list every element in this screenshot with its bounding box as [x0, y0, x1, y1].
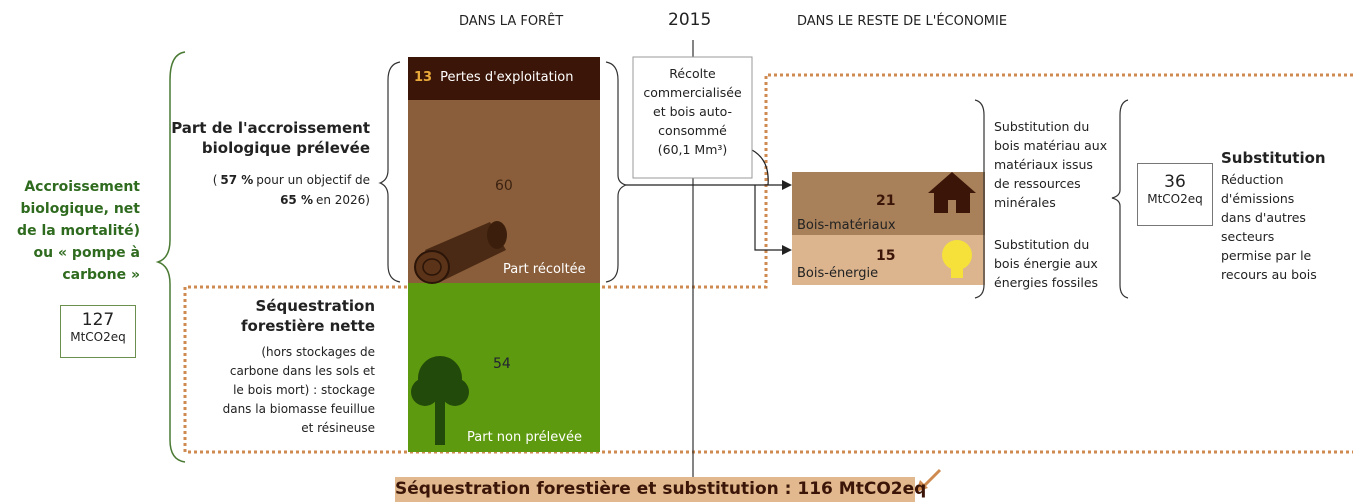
text-line: ou « pompe à [17, 242, 140, 264]
text-line: carbone » [17, 264, 140, 286]
text-line: et bois auto- [633, 102, 752, 121]
energy-label: Bois-énergie [797, 266, 878, 281]
losses-label: 13 Pertes d'exploitation [414, 70, 574, 85]
text-line: Séquestration [241, 296, 375, 316]
text-line: biologique, net [17, 198, 140, 220]
text-part: 65 % [280, 193, 313, 207]
arrowhead [782, 180, 792, 255]
text-line: le bois mort) : stockage [223, 381, 375, 400]
text-line: biologique prélevée [171, 138, 370, 158]
unharvested-value: 54 [493, 356, 511, 372]
text-line: carbone dans les sols et [223, 362, 375, 381]
text-part: pour un objectif de [256, 173, 370, 187]
substitution-box: 36 MtCO2eq [1137, 163, 1213, 226]
header-economy: DANS LE RESTE DE L'ÉCONOMIE [797, 14, 1007, 29]
text-line: Substitution du [994, 117, 1107, 136]
text-line: matériaux issus [994, 155, 1107, 174]
text-line: et résineuse [223, 419, 375, 438]
text-line: 65 %en 2026) [210, 190, 370, 210]
brace [158, 52, 185, 462]
value: 13 [414, 70, 432, 85]
connector [626, 185, 782, 250]
brace [1112, 100, 1128, 298]
text-line: énergies fossiles [994, 273, 1098, 292]
unit: MtCO2eq [61, 330, 135, 344]
harvested-value: 60 [495, 178, 513, 194]
text-line: Part de l'accroissement [171, 118, 370, 138]
value: 36 [1138, 172, 1212, 192]
text-line: bois énergie aux [994, 254, 1098, 273]
text-line: minérales [994, 193, 1107, 212]
total: Séquestration forestière et substitution… [395, 479, 915, 499]
text-part: 57 % [220, 173, 253, 187]
text-line: Récolte [633, 64, 752, 83]
text-part: ( [213, 173, 218, 187]
text-line: recours au bois [1221, 265, 1317, 284]
text-line: de ressources [994, 174, 1107, 193]
text-line: bois matériau aux [994, 136, 1107, 155]
unit: MtCO2eq [1138, 192, 1212, 206]
text-line: secteurs [1221, 227, 1317, 246]
unharvested-label: Part non prélevée [467, 430, 582, 445]
header-year: 2015 [668, 10, 711, 30]
substitution-title: Substitution [1221, 149, 1326, 167]
header-forest: DANS LA FORÊT [459, 14, 563, 29]
brace [380, 62, 400, 282]
text-line: Accroissement [17, 176, 140, 198]
text-line: dans d'autres [1221, 208, 1317, 227]
text-line: (60,1 Mm³) [633, 140, 752, 159]
text-line: d'émissions [1221, 189, 1317, 208]
text-line: forestière nette [241, 316, 375, 336]
text-line: (57 %pour un objectif de [210, 170, 370, 190]
text-line: Réduction [1221, 170, 1317, 189]
text-line: consommé [633, 121, 752, 140]
materials-label: Bois-matériaux [797, 218, 896, 233]
text-line: (hors stockages de [223, 343, 375, 362]
text-line: permise par le [1221, 246, 1317, 265]
materials-value: 21 [876, 193, 895, 209]
carbon-pump-box: 127 MtCO2eq [60, 305, 136, 358]
harvested-label: Part récoltée [503, 262, 586, 277]
text-line: commercialisée [633, 83, 752, 102]
diagram: DANS LA FORÊT 2015 DANS LE RESTE DE L'ÉC… [0, 0, 1353, 502]
energy-value: 15 [876, 248, 895, 264]
text-line: dans la biomasse feuillue [223, 400, 375, 419]
label: Pertes d'exploitation [440, 70, 573, 85]
text-line: Substitution du [994, 235, 1098, 254]
value: 127 [61, 310, 135, 330]
brace [606, 62, 626, 282]
text-line: de la mortalité) [17, 220, 140, 242]
text-part: en 2026) [316, 193, 370, 207]
